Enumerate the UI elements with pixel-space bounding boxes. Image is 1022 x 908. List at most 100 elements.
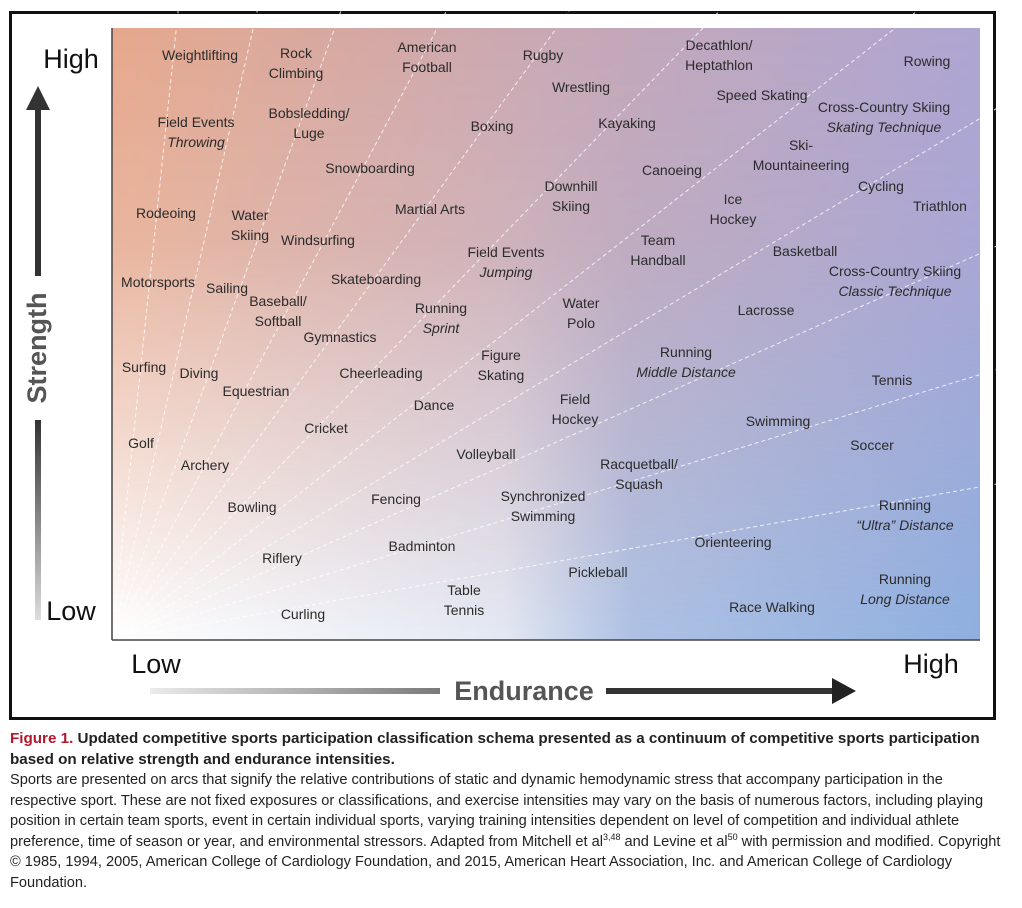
sport-name: Ice (724, 191, 743, 207)
sport-label: Weightlifting (162, 47, 238, 63)
sport-label: Baseball/Softball (249, 293, 307, 329)
sport-name: Pickleball (568, 564, 627, 580)
ref: 3,48 (602, 831, 621, 842)
sport-label: Field Events Throwing (157, 114, 234, 150)
sport-name: Cross-Country Skiing (829, 263, 961, 279)
sport-name: Orienteering (694, 534, 771, 550)
sport-name: Running (660, 344, 712, 360)
sport-label: Gymnastics (303, 329, 376, 345)
arc (111, 234, 1022, 641)
sport-label: Triathlon (913, 198, 967, 214)
sport-name: Cricket (304, 420, 348, 436)
sport-label: Basketball (773, 243, 838, 259)
sport-label: Ice Hockey (710, 191, 757, 227)
sport-label: Lacrosse (738, 302, 795, 318)
y-high: High (43, 44, 99, 74)
sport-label: Downhill Skiing (545, 178, 598, 214)
sport-name: Water (563, 295, 600, 311)
sport-label: Soccer (850, 437, 894, 453)
sport-variant: Jumping (479, 264, 533, 280)
sport-label: Windsurfing (281, 232, 355, 248)
sport-name: Skiing (552, 198, 590, 214)
frame (9, 11, 996, 720)
sport-label: Bowling (227, 499, 276, 515)
sport-label: American Football (397, 39, 456, 75)
sport-label: Team Handball (630, 232, 685, 268)
sport-label: Decathlon/Heptathlon (685, 37, 753, 73)
sport-name: Cross-Country Skiing (818, 99, 950, 115)
sport-name: Racquetball/ (600, 456, 678, 472)
sport-label: Curling (281, 606, 325, 622)
sport-label: Running “Ultra” Distance (856, 497, 953, 533)
sport-label: Wrestling (552, 79, 610, 95)
caption-title: Updated competitive sports participation… (10, 730, 980, 768)
sport-name: Rugby (523, 47, 563, 63)
sport-label: Sailing (206, 280, 248, 296)
x-title: Endurance (454, 676, 594, 706)
sport-variant: Sprint (423, 320, 461, 336)
sport-name: Archery (181, 457, 229, 473)
sport-label: Racquetball/Squash (600, 456, 678, 492)
sport-name: Snowboarding (325, 160, 415, 176)
sport-name: Squash (615, 476, 662, 492)
ref: 50 (727, 831, 738, 842)
sport-label: Diving (180, 365, 219, 381)
arc (111, 0, 731, 641)
sport-name: Speed Skating (716, 87, 807, 103)
sport-label: Snowboarding (325, 160, 415, 176)
sport-name: Hockey (710, 211, 757, 227)
sport-label: Pickleball (568, 564, 627, 580)
sport-name: Motorsports (121, 274, 195, 290)
sport-label: Field Hockey (552, 391, 599, 427)
sport-name: Downhill (545, 178, 598, 194)
sport-label: Table Tennis (444, 582, 484, 618)
sport-name: Tennis (872, 372, 912, 388)
sport-name: Rock (280, 45, 313, 61)
sport-label: Swimming (746, 413, 811, 429)
caption: Figure 1. Updated competitive sports par… (10, 729, 1005, 893)
arc (111, 0, 932, 641)
sport-label: Motorsports (121, 274, 195, 290)
sport-label: Martial Arts (395, 201, 465, 217)
sport-name: Windsurfing (281, 232, 355, 248)
sport-name: Kayaking (598, 115, 656, 131)
sport-name: Figure (481, 347, 521, 363)
x-arrow-left (150, 688, 440, 694)
sport-label: Speed Skating (716, 87, 807, 103)
sport-name: Sailing (206, 280, 248, 296)
sport-label: Golf (128, 435, 154, 451)
sport-name: Water (232, 207, 269, 223)
sport-label: Equestrian (223, 383, 290, 399)
sports: Weightlifting Rock Climbing American Footbal… (121, 37, 967, 622)
sport-name: Handball (630, 252, 685, 268)
y-arrow-upper (35, 108, 41, 276)
panel-top (112, 28, 980, 640)
sport-name: Running (415, 300, 467, 316)
sport-name: Riflery (262, 550, 302, 566)
sport-name: Running (879, 571, 931, 587)
sport-name: Triathlon (913, 198, 967, 214)
y-title: Strength (22, 293, 52, 404)
sport-label: Fencing (371, 491, 421, 507)
sport-label: Skateboarding (331, 271, 421, 287)
sport-name: Cycling (858, 178, 904, 194)
sport-name: Bobsledding/ (269, 105, 350, 121)
sport-name: Field Events (157, 114, 234, 130)
sport-label: Boxing (471, 118, 514, 134)
arc (111, 0, 261, 641)
sport-name: Luge (293, 125, 324, 141)
sport-label: Field Events Jumping (467, 244, 544, 280)
sport-name: Skiing (231, 227, 269, 243)
y-low: Low (46, 596, 96, 626)
y-arrowhead (26, 86, 50, 110)
body-text: and Levine et al (620, 833, 728, 850)
sport-variant: Throwing (167, 134, 225, 150)
sport-label: Rock Climbing (269, 45, 323, 81)
body-text: Sports are presented on arcs that signif… (10, 772, 984, 850)
sport-name: Skating (478, 367, 525, 383)
sport-label: Figure Skating (478, 347, 525, 383)
sport-name: Climbing (269, 65, 323, 81)
sport-name: Badminton (389, 538, 456, 554)
caption-heading: Figure 1. Updated competitive sports par… (10, 729, 1005, 770)
